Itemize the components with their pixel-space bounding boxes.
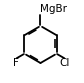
- Text: MgBr: MgBr: [40, 4, 67, 14]
- Text: F: F: [13, 58, 19, 68]
- Text: Cl: Cl: [59, 58, 70, 68]
